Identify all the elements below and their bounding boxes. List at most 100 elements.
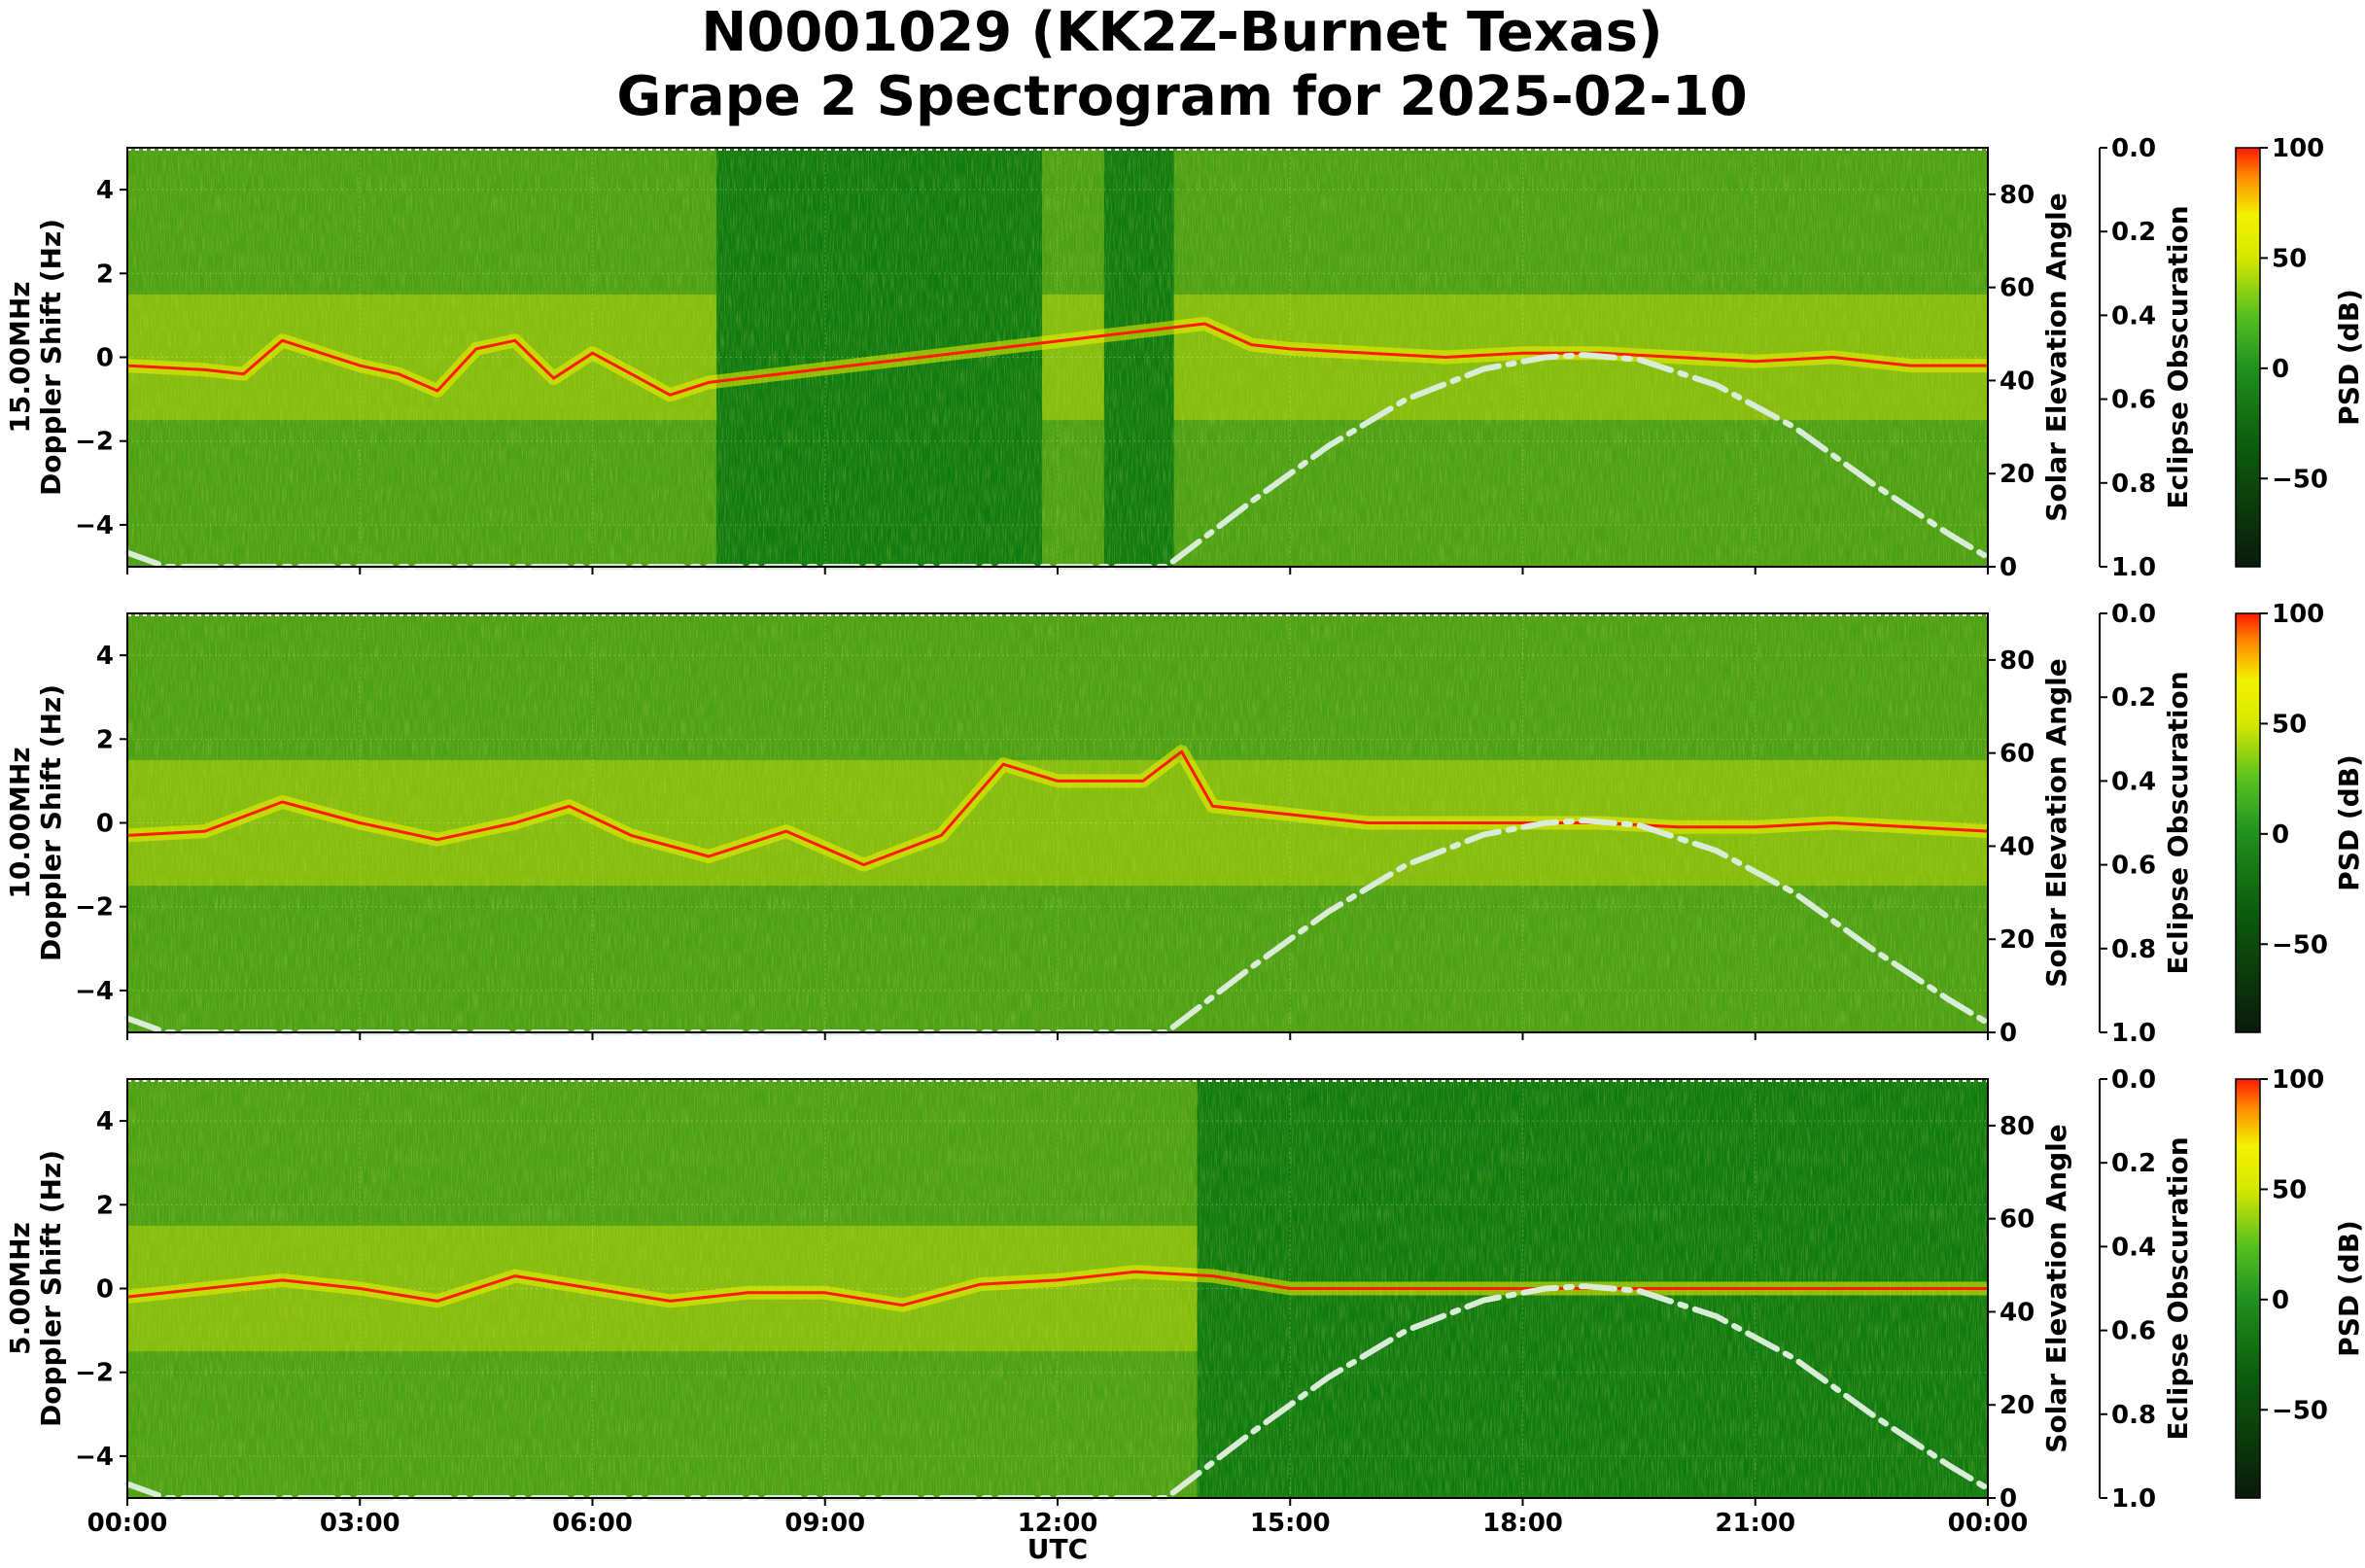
colorbar-tick-label: −50 <box>2272 465 2328 494</box>
y-tick-label: 2 <box>96 725 114 754</box>
elevation-tick-label: 20 <box>2000 1391 2035 1420</box>
colorbar-tick-label: 0 <box>2272 355 2289 384</box>
y-tick-label: −4 <box>75 1443 114 1472</box>
panels-container: 420−2−415.00MHzDoppler Shift (Hz)8060402… <box>4 134 2365 1538</box>
y-tick-label: 4 <box>96 1107 114 1136</box>
eclipse-tick-label: 0.8 <box>2111 935 2156 964</box>
elevation-axis-label: Solar Elevation Angle <box>2040 1124 2072 1452</box>
eclipse-tick-label: 1.0 <box>2111 553 2156 582</box>
elevation-tick-label: 80 <box>2000 1112 2035 1141</box>
colorbar-tick-label: −50 <box>2272 1396 2328 1425</box>
x-tick-label: 06:00 <box>552 1509 633 1538</box>
y-axis-label-line: 15.00MHz <box>4 281 36 433</box>
x-tick-label: 15:00 <box>1250 1509 1331 1538</box>
carrier-trace <box>126 1270 1988 1307</box>
elevation-tick-label: 80 <box>2000 181 2035 210</box>
colorbar-tick-label: 0 <box>2272 1286 2289 1315</box>
eclipse-axis-label: Eclipse Obscuration <box>2162 671 2194 974</box>
x-tick-label: 21:00 <box>1715 1509 1795 1538</box>
solar-elevation-curve <box>124 352 1991 570</box>
y-tick-label: 0 <box>96 1275 114 1305</box>
colorbar-tick-label: 50 <box>2272 710 2307 739</box>
x-axis-label: UTC <box>1027 1533 1088 1565</box>
y-tick-label: −2 <box>75 428 114 457</box>
colorbar-tick-label: 0 <box>2272 820 2289 850</box>
y-axis-label: 15.00MHzDoppler Shift (Hz) <box>4 219 67 496</box>
colorbar <box>2235 1078 2261 1499</box>
elevation-tick-label: 0 <box>2000 1019 2017 1048</box>
eclipse-tick-label: 0.2 <box>2111 683 2156 713</box>
x-tick-label: 12:00 <box>1018 1509 1098 1538</box>
eclipse-tick-label: 0.0 <box>2111 134 2156 163</box>
eclipse-axis-label: Eclipse Obscuration <box>2162 1136 2194 1440</box>
eclipse-tick-label: 1.0 <box>2111 1484 2156 1514</box>
colorbar-tick-label: 100 <box>2272 134 2324 163</box>
x-tick-label: 00:00 <box>87 1509 168 1538</box>
y-tick-label: 2 <box>96 1191 114 1220</box>
panel-5-00MHz: 420−2−45.00MHzDoppler Shift (Hz)80604020… <box>4 1065 2365 1538</box>
elevation-tick-label: 40 <box>2000 1298 2035 1327</box>
y-tick-label: 2 <box>96 260 114 289</box>
elevation-tick-label: 20 <box>2000 460 2035 489</box>
elevation-tick-label: 80 <box>2000 646 2035 676</box>
elevation-tick-label: 60 <box>2000 274 2035 303</box>
eclipse-tick-label: 0.0 <box>2111 1065 2156 1095</box>
eclipse-tick-label: 0.6 <box>2111 1317 2156 1346</box>
y-axis-label-line: Doppler Shift (Hz) <box>35 1150 67 1427</box>
y-tick-label: −4 <box>75 511 114 540</box>
panel-15-00MHz: 420−2−415.00MHzDoppler Shift (Hz)8060402… <box>4 134 2365 582</box>
y-tick-label: 4 <box>96 176 114 205</box>
elevation-tick-label: 20 <box>2000 925 2035 955</box>
eclipse-tick-label: 0.2 <box>2111 1149 2156 1178</box>
y-tick-label: −4 <box>75 977 114 1006</box>
carrier-trace <box>126 749 1989 867</box>
colorbar-label: PSD (dB) <box>2333 1220 2365 1357</box>
solar-elevation-curve <box>124 818 1991 1035</box>
y-axis-label: 10.00MHzDoppler Shift (Hz) <box>4 684 67 961</box>
eclipse-tick-label: 0.6 <box>2111 852 2156 881</box>
y-tick-label: −2 <box>75 1359 114 1388</box>
eclipse-tick-label: 0.4 <box>2111 767 2156 796</box>
eclipse-axis-label: Eclipse Obscuration <box>2162 205 2194 508</box>
elevation-tick-label: 60 <box>2000 1205 2035 1235</box>
eclipse-tick-label: 0.8 <box>2111 470 2156 499</box>
elevation-tick-label: 0 <box>2000 553 2017 582</box>
colorbar-tick-label: 50 <box>2272 1175 2307 1204</box>
y-axis-label-line: Doppler Shift (Hz) <box>35 684 67 961</box>
colorbar-tick-label: 50 <box>2272 244 2307 273</box>
chart-title-line1: N0001029 (KK2Z-Burnet Texas) <box>701 1 1662 64</box>
y-tick-label: 4 <box>96 642 114 671</box>
y-axis-label-line: Doppler Shift (Hz) <box>35 219 67 496</box>
eclipse-tick-label: 0.8 <box>2111 1401 2156 1430</box>
elevation-tick-label: 40 <box>2000 366 2035 396</box>
elevation-tick-label: 40 <box>2000 832 2035 861</box>
eclipse-tick-label: 0.4 <box>2111 1233 2156 1262</box>
y-axis-label-line: 10.00MHz <box>4 747 36 898</box>
x-tick-label: 00:00 <box>1948 1509 2029 1538</box>
y-tick-label: −2 <box>75 893 114 923</box>
y-tick-label: 0 <box>96 810 114 839</box>
colorbar-label: PSD (dB) <box>2333 754 2365 891</box>
elevation-tick-label: 60 <box>2000 740 2035 769</box>
chart-title-line2: Grape 2 Spectrogram for 2025-02-10 <box>616 65 1747 128</box>
elevation-tick-label: 0 <box>2000 1484 2017 1514</box>
elevation-axis-label: Solar Elevation Angle <box>2040 192 2072 521</box>
eclipse-tick-label: 1.0 <box>2111 1019 2156 1048</box>
solar-elevation-curve <box>124 1283 1991 1501</box>
colorbar-tick-label: 100 <box>2272 600 2324 629</box>
colorbar <box>2235 147 2261 568</box>
colorbar-tick-label: 100 <box>2272 1065 2324 1095</box>
eclipse-tick-label: 0.4 <box>2111 301 2156 331</box>
x-tick-label: 03:00 <box>320 1509 400 1538</box>
eclipse-tick-label: 0.2 <box>2111 218 2156 247</box>
x-tick-label: 09:00 <box>784 1509 865 1538</box>
eclipse-tick-label: 0.0 <box>2111 600 2156 629</box>
y-axis-label: 5.00MHzDoppler Shift (Hz) <box>4 1150 67 1427</box>
y-axis-label-line: 5.00MHz <box>4 1222 36 1355</box>
eclipse-tick-label: 0.6 <box>2111 386 2156 415</box>
colorbar-tick-label: −50 <box>2272 930 2328 959</box>
elevation-axis-label: Solar Elevation Angle <box>2040 658 2072 987</box>
panel-10-00MHz: 420−2−410.00MHzDoppler Shift (Hz)8060402… <box>4 600 2365 1048</box>
carrier-trace <box>126 322 1988 397</box>
